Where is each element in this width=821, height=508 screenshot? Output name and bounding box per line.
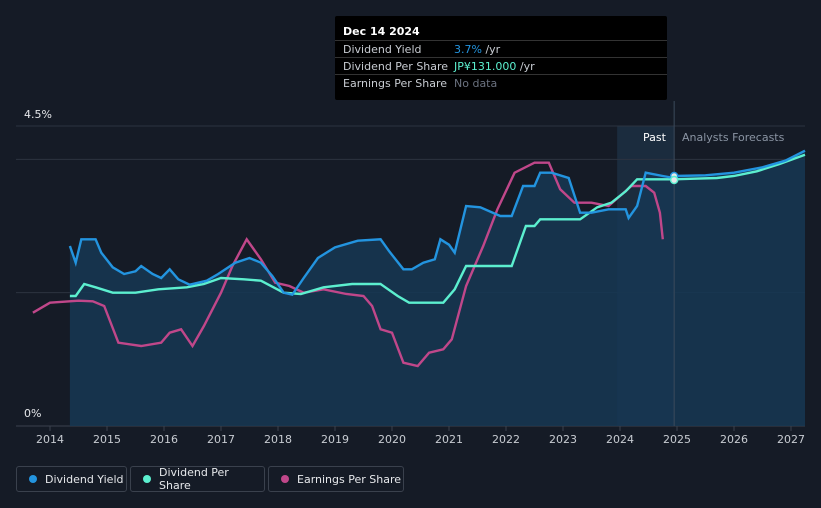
x-tick-label: 2018	[264, 433, 292, 446]
tooltip-row-dividend-yield: Dividend Yield 3.7% /yr	[335, 40, 667, 58]
tooltip-row-dividend-per-share: Dividend Per Share JP¥131.000 /yr	[335, 57, 667, 75]
legend-label: Earnings Per Share	[297, 472, 402, 486]
legend-dot-icon	[281, 475, 289, 483]
dividend-yield-area	[69, 172, 675, 426]
x-tick-label: 2024	[606, 433, 634, 446]
tooltip-value-text: 3.7%	[454, 43, 482, 56]
tooltip-unit: /yr	[516, 60, 535, 73]
x-tick-label: 2019	[321, 433, 349, 446]
x-tick-label: 2015	[93, 433, 121, 446]
x-tick-label: 2026	[720, 433, 748, 446]
tooltip-date: Dec 14 2024	[343, 25, 420, 38]
tooltip-row-earnings-per-share: Earnings Per Share No data	[335, 74, 667, 92]
legend-dot-icon	[29, 475, 37, 483]
y-tick-bottom: 0%	[24, 407, 42, 420]
forecast-label: Analysts Forecasts	[682, 131, 785, 144]
x-tick-label: 2027	[777, 433, 805, 446]
x-tick-label: 2014	[36, 433, 64, 446]
x-tick-label: 2017	[207, 433, 235, 446]
legend-label: Dividend Per Share	[159, 466, 229, 492]
dividend-yield-line[interactable]	[68, 171, 675, 297]
x-tick-label: 2021	[435, 433, 463, 446]
x-tick-label: 2020	[378, 433, 406, 446]
tooltip-unit: /yr	[481, 43, 501, 56]
legend-label: Dividend Yield	[45, 472, 124, 486]
tooltip-label: Earnings Per Share	[343, 77, 448, 90]
tooltip-value: JP¥131.000 /yr	[454, 60, 535, 73]
tooltip-value-text: No data	[454, 77, 498, 90]
x-tick-label: 2025	[663, 433, 691, 446]
dividend-yield-forecast-line[interactable]	[674, 149, 806, 178]
tooltip-label: Dividend Yield	[343, 43, 422, 56]
tooltip-value: No data	[454, 77, 497, 90]
tooltip-value-text: JP¥131.000	[454, 60, 517, 73]
x-tick-label: 2022	[492, 433, 520, 446]
x-tick-label: 2016	[150, 433, 178, 446]
legend-earnings-per-share[interactable]: Earnings Per Share	[268, 466, 404, 492]
tooltip-label: Dividend Per Share	[343, 60, 449, 73]
y-tick-top: 4.5%	[24, 108, 52, 121]
dps-hover-marker	[669, 175, 679, 185]
legend-dividend-yield[interactable]: Dividend Yield	[16, 466, 127, 492]
tooltip: Dec 14 2024 Dividend Yield 3.7% /yr Divi…	[335, 16, 667, 100]
tooltip-value: 3.7% /yr	[454, 43, 500, 56]
forecast-area	[674, 150, 805, 426]
eps-line[interactable]	[32, 161, 664, 368]
dps-line[interactable]	[69, 153, 806, 304]
legend-dot-icon	[143, 475, 151, 483]
legend-dividend-per-share[interactable]: Dividend Per Share	[130, 466, 265, 492]
x-tick-label: 2023	[549, 433, 577, 446]
past-label: Past	[643, 131, 666, 144]
